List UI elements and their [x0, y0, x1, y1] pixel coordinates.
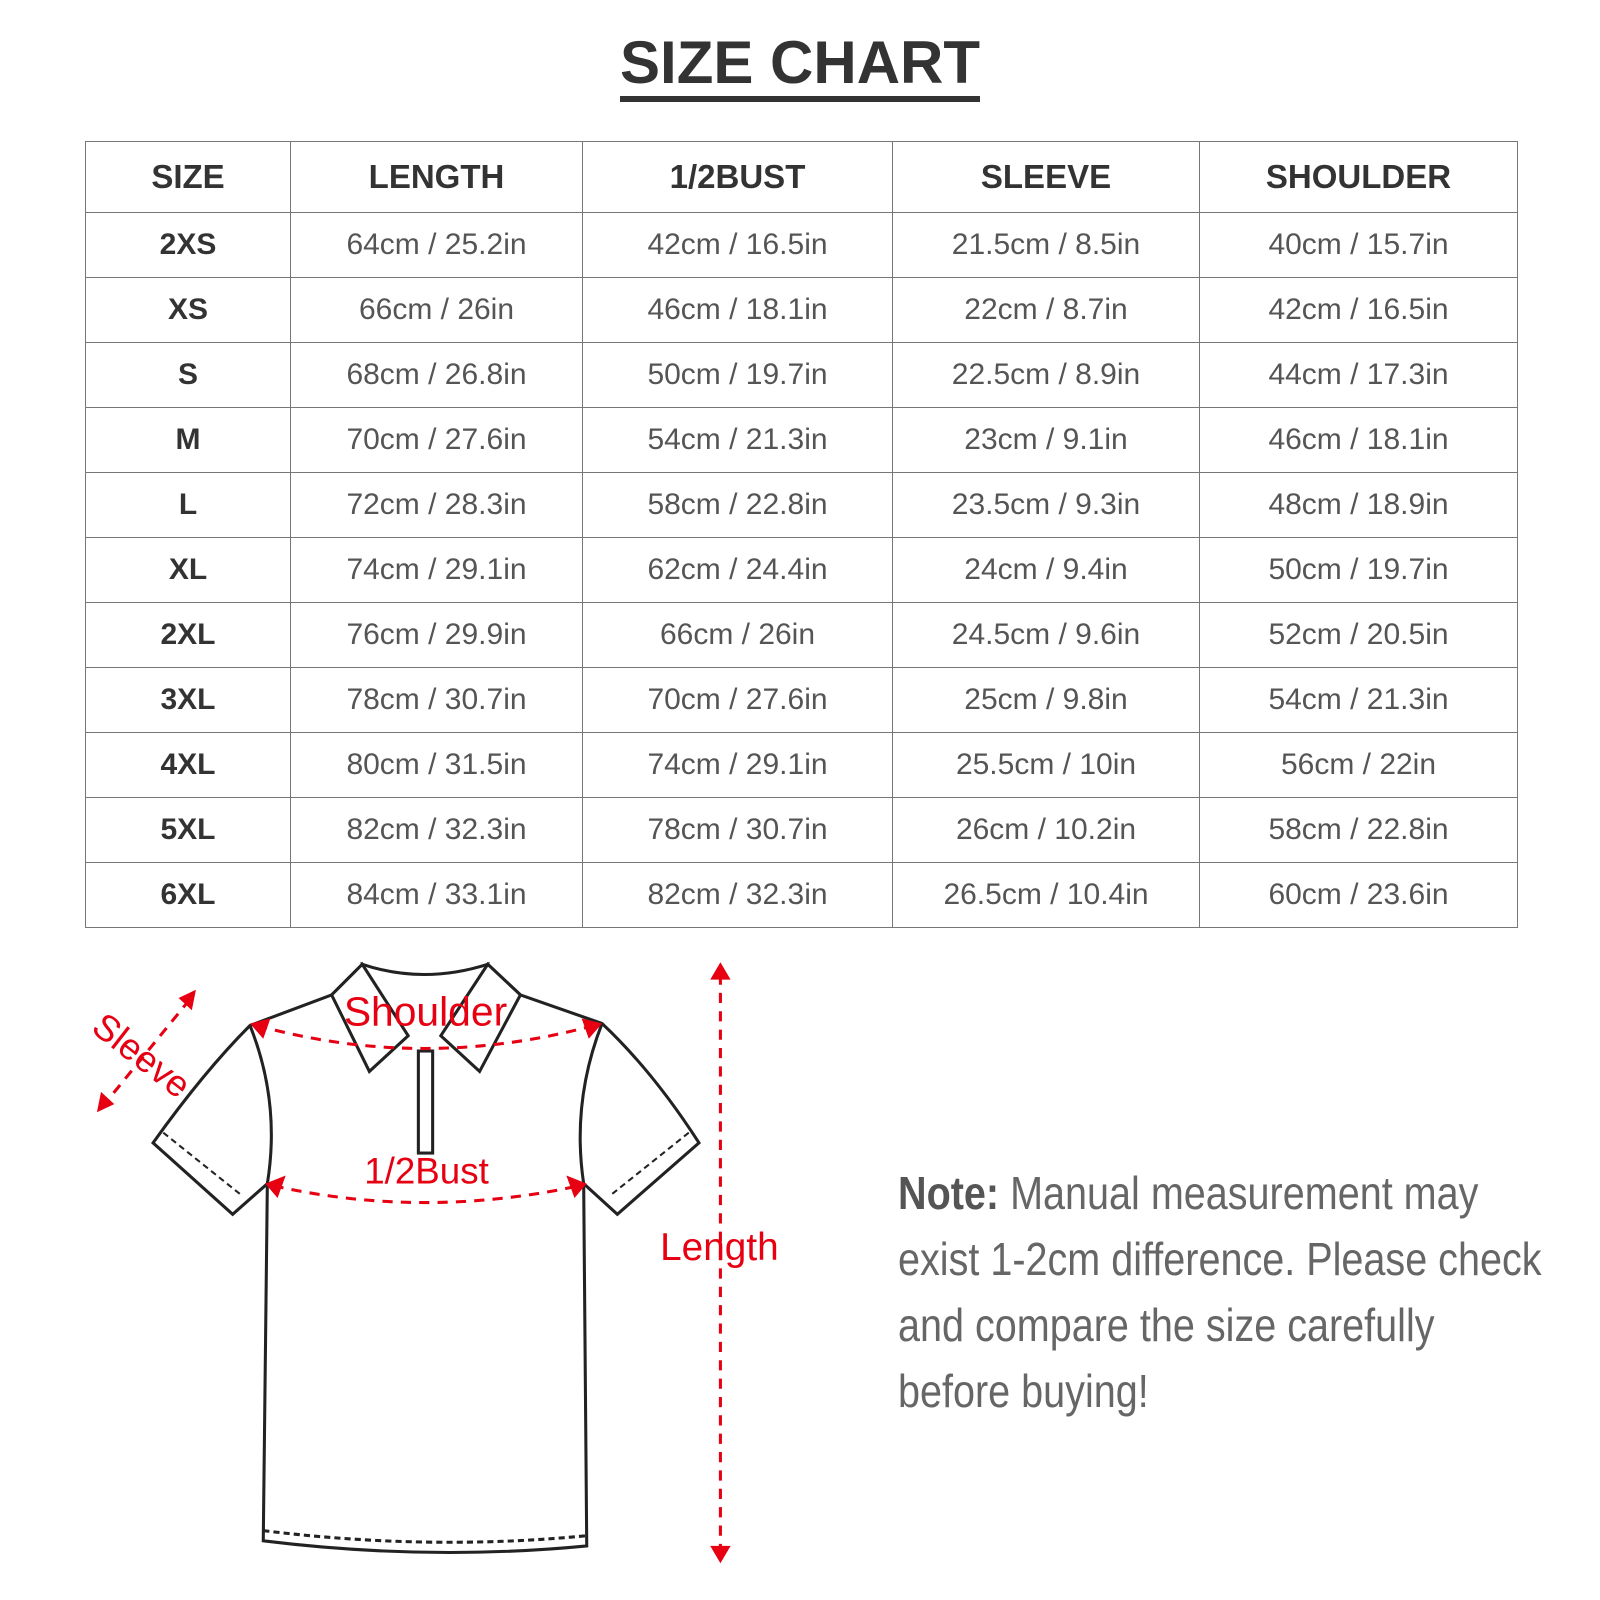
measurement-cell: 72cm / 28.3in	[290, 472, 583, 538]
measurement-cell: 54cm / 21.3in	[582, 407, 893, 473]
table-row: 6XL 84cm / 33.1in 82cm / 32.3in 26.5cm / 10…	[85, 862, 1518, 928]
measurement-cell: 82cm / 32.3in	[290, 797, 583, 863]
measure-lines	[100, 974, 722, 1552]
measurement-cell: 84cm / 33.1in	[290, 862, 583, 928]
bust-label: 1/2Bust	[364, 1151, 489, 1192]
table-row: L 72cm / 28.3in 58cm / 22.8in 23.5cm / 9.3i…	[85, 472, 1518, 538]
measurement-cell: 21.5cm / 8.5in	[892, 212, 1200, 278]
size-cell: XL	[85, 537, 291, 603]
page-title: SIZE CHART	[0, 28, 1600, 102]
measurement-cell: 23.5cm / 9.3in	[892, 472, 1200, 538]
measurement-cell: 46cm / 18.1in	[1199, 407, 1518, 473]
size-cell: 3XL	[85, 667, 291, 733]
table-header-row: SIZE LENGTH 1/2BUST SLEEVE SHOULDER	[85, 141, 1518, 213]
measurement-cell: 60cm / 23.6in	[1199, 862, 1518, 928]
measurement-cell: 42cm / 16.5in	[582, 212, 893, 278]
size-cell: L	[85, 472, 291, 538]
measurement-cell: 25cm / 9.8in	[892, 667, 1200, 733]
table-row: S 68cm / 26.8in 50cm / 19.7in 22.5cm / 8.9i…	[85, 342, 1518, 408]
measurement-cell: 50cm / 19.7in	[1199, 537, 1518, 603]
measurement-cell: 70cm / 27.6in	[582, 667, 893, 733]
table-row: XS 66cm / 26in 46cm / 18.1in 22cm / 8.7in 42…	[85, 277, 1518, 343]
measurement-cell: 22.5cm / 8.9in	[892, 342, 1200, 408]
measurement-cell: 58cm / 22.8in	[1199, 797, 1518, 863]
table-row: 4XL 80cm / 31.5in 74cm / 29.1in 25.5cm / 10…	[85, 732, 1518, 798]
size-cell: 5XL	[85, 797, 291, 863]
measurement-cell: 74cm / 29.1in	[290, 537, 583, 603]
size-table: SIZE LENGTH 1/2BUST SLEEVE SHOULDER 2XS 64cm …	[85, 141, 1518, 928]
size-cell: 2XL	[85, 602, 291, 668]
measurement-cell: 80cm / 31.5in	[290, 732, 583, 798]
shoulder-label: Shoulder	[344, 989, 507, 1035]
size-cell: S	[85, 342, 291, 408]
measurement-cell: 78cm / 30.7in	[582, 797, 893, 863]
measurement-cell: 24cm / 9.4in	[892, 537, 1200, 603]
measurement-cell: 78cm / 30.7in	[290, 667, 583, 733]
size-cell: XS	[85, 277, 291, 343]
measurement-cell: 25.5cm / 10in	[892, 732, 1200, 798]
shirt-illustration	[151, 961, 701, 1555]
arrow-heads	[96, 962, 731, 1564]
measurement-cell: 48cm / 18.9in	[1199, 472, 1518, 538]
column-header: 1/2BUST	[582, 141, 893, 213]
measurement-cell: 56cm / 22in	[1199, 732, 1518, 798]
measurement-cell: 64cm / 25.2in	[290, 212, 583, 278]
table-row: 3XL 78cm / 30.7in 70cm / 27.6in 25cm / 9.8i…	[85, 667, 1518, 733]
table-row: M 70cm / 27.6in 54cm / 21.3in 23cm / 9.1in 4…	[85, 407, 1518, 473]
measurement-cell: 68cm / 26.8in	[290, 342, 583, 408]
measurement-cell: 74cm / 29.1in	[582, 732, 893, 798]
measurement-cell: 70cm / 27.6in	[290, 407, 583, 473]
measurement-cell: 46cm / 18.1in	[582, 277, 893, 343]
measurement-cell: 26cm / 10.2in	[892, 797, 1200, 863]
sleeve-label: Sleeve	[85, 1005, 199, 1106]
measurement-cell: 62cm / 24.4in	[582, 537, 893, 603]
measurement-cell: 66cm / 26in	[290, 277, 583, 343]
measurement-cell: 76cm / 29.9in	[290, 602, 583, 668]
measurement-cell: 26.5cm / 10.4in	[892, 862, 1200, 928]
size-cell: 4XL	[85, 732, 291, 798]
measurement-cell: 82cm / 32.3in	[582, 862, 893, 928]
column-header: SIZE	[85, 141, 291, 213]
measurement-cell: 42cm / 16.5in	[1199, 277, 1518, 343]
measurement-cell: 54cm / 21.3in	[1199, 667, 1518, 733]
measurement-cell: 22cm / 8.7in	[892, 277, 1200, 343]
length-label: Length	[660, 1226, 779, 1269]
measurement-cell: 50cm / 19.7in	[582, 342, 893, 408]
measurement-cell: 23cm / 9.1in	[892, 407, 1200, 473]
note-text: Note: Manual measurement may exist 1-2cm…	[898, 1167, 1542, 1417]
table-row: 2XS 64cm / 25.2in 42cm / 16.5in 21.5cm / 8.…	[85, 212, 1518, 278]
table-row: 5XL 82cm / 32.3in 78cm / 30.7in 26cm / 10.2…	[85, 797, 1518, 863]
table-row: XL 74cm / 29.1in 62cm / 24.4in 24cm / 9.4in…	[85, 537, 1518, 603]
